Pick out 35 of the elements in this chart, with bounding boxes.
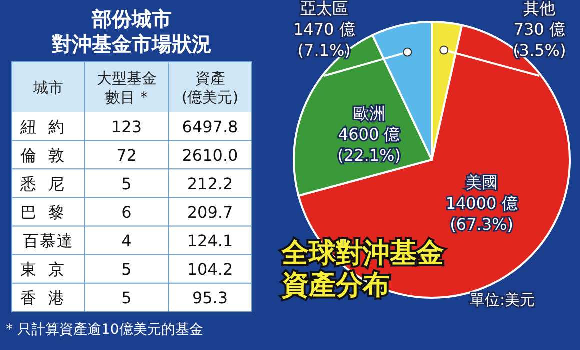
data-label: 6 [122, 203, 132, 222]
data-label: 1470 億 (7.1%) [293, 20, 356, 60]
data-label: 2610.0 [182, 146, 238, 165]
data-label: 209.7 [187, 203, 234, 222]
data-label: 5 [122, 174, 132, 194]
slice-label: 亞太區 [300, 0, 348, 18]
category-label: 百慕達 [23, 232, 74, 251]
data-label: 6497.8 [182, 117, 238, 136]
text: 城市 [32, 79, 64, 97]
slice-label: 其他 [524, 0, 556, 18]
text: 資產 (億美元) [182, 70, 239, 106]
slice-label: 美國 [466, 172, 498, 192]
series-label: 大型基金數目 * [96, 70, 157, 106]
text: 單位:美元 [470, 291, 536, 309]
data-label: 212.2 [187, 174, 234, 194]
category-label: 巴黎 [20, 203, 76, 222]
data-label: 4600 億 (22.1%) [338, 125, 401, 165]
category-label: 紐約 [20, 117, 76, 136]
data-label: 5 [122, 260, 132, 280]
slice-label: 歐洲 [353, 104, 386, 123]
data-label: 14000 億 (67.3%) [446, 194, 518, 234]
data-label: 95.3 [192, 288, 228, 308]
category-label: 悉尼 [20, 174, 76, 194]
category-label: 倫敦 [20, 146, 76, 165]
data-label: 124.1 [187, 232, 234, 251]
category-label: 東京 [20, 260, 76, 280]
data-label: 123 [111, 117, 142, 136]
data-label: 4 [122, 232, 132, 251]
data-label: 5 [122, 288, 132, 308]
text: * 只計算資產逾10億美元的基金 [6, 322, 204, 338]
text: 部份城市對沖基金市場狀況 [51, 7, 212, 56]
data-label: 72 [116, 146, 137, 165]
data-label: 730 億 (3.5%) [513, 20, 566, 60]
data-label: 104.2 [187, 260, 234, 280]
category-label: 香港 [20, 288, 76, 308]
